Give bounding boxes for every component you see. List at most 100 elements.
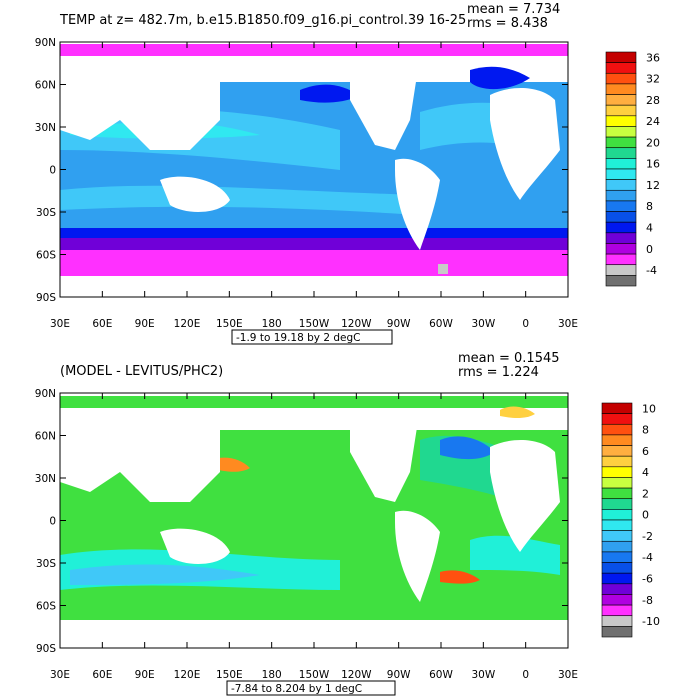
lon-label: 180	[262, 669, 282, 681]
colorbar-swatch	[601, 551, 633, 563]
lon-label: 90W	[387, 318, 411, 330]
colorbar-swatch	[605, 200, 637, 212]
bottom-range-box	[226, 680, 396, 696]
bottom-title: (MODEL - LEVITUS/PHC2)	[60, 364, 223, 379]
lon-label: 60E	[92, 318, 112, 330]
lon-label: 30E	[50, 318, 70, 330]
colorbar-swatch	[605, 221, 637, 234]
lon-label: 180	[262, 318, 282, 330]
top-colorbar: 36 32 28 24 20 16 12 8 4 0 -4	[605, 51, 660, 287]
colorbar-label: 10	[642, 402, 656, 415]
lat-label: 90N	[35, 388, 56, 400]
colorbar-swatch	[601, 487, 633, 500]
colorbar-label: 16	[646, 158, 660, 171]
lon-label: 150E	[216, 318, 243, 330]
colorbar-swatch	[605, 158, 637, 170]
colorbar-label: 4	[642, 466, 649, 479]
colorbar-swatch	[601, 594, 633, 606]
bottom-rms: rms = 1.224	[458, 365, 539, 380]
colorbar-swatch	[601, 402, 633, 414]
colorbar-label: -4	[642, 551, 653, 564]
colorbar-swatch	[601, 583, 633, 595]
top-title: TEMP at z= 482.7m, b.e15.B1850.f09_g16.p…	[59, 13, 466, 28]
colorbar-label: 28	[646, 94, 660, 107]
colorbar-label: -10	[642, 615, 660, 628]
colorbar-swatch	[601, 445, 633, 457]
lon-label: 60W	[429, 318, 453, 330]
lon-label: 30W	[471, 669, 495, 681]
bottom-axes: 90N 60N 30N 0 30S 60S 90S 30E 60E 90E 120E 150E 180 1…	[35, 388, 578, 681]
colorbar-swatch	[601, 434, 633, 446]
colorbar-swatch	[605, 83, 637, 95]
colorbar-label: 20	[646, 136, 660, 149]
colorbar-label: 4	[646, 222, 653, 235]
lat-label: 90N	[35, 37, 56, 49]
lon-label: 150W	[299, 318, 330, 330]
lon-label: 120W	[341, 669, 372, 681]
bottom-panel: (MODEL - LEVITUS/PHC2) mean = 0.1545 rms…	[35, 351, 660, 696]
lon-label: 90E	[135, 669, 155, 681]
colorbar-swatch	[601, 540, 633, 553]
colorbar-swatch	[601, 626, 633, 638]
colorbar-swatch	[605, 243, 637, 255]
colorbar-swatch	[601, 604, 633, 617]
bottom-colorbar: 10 8 6 4 2 0 -2 -4 -6 -8 -10	[601, 402, 660, 638]
bottom-map-field	[60, 393, 568, 648]
colorbar-swatch	[605, 136, 637, 149]
colorbar-label: -4	[646, 264, 657, 277]
lon-label: 120E	[174, 318, 201, 330]
lon-label: 60W	[429, 669, 453, 681]
lon-label: 30E	[558, 669, 578, 681]
colorbar-swatch	[605, 94, 637, 106]
lat-label: 30N	[35, 473, 56, 485]
colorbar-swatch	[605, 147, 637, 159]
lon-label: 60E	[92, 669, 112, 681]
top-map-field	[60, 42, 568, 297]
lat-label: 60S	[36, 601, 56, 613]
colorbar-swatch	[605, 253, 637, 266]
colorbar-label: 24	[646, 115, 660, 128]
colorbar-swatch	[601, 413, 633, 425]
lon-label: 90E	[135, 318, 155, 330]
lat-label: 30S	[36, 207, 56, 219]
colorbar-label: 2	[642, 487, 649, 500]
colorbar-swatch	[601, 423, 633, 436]
lon-label: 30E	[558, 318, 578, 330]
colorbar-label: -2	[642, 530, 653, 543]
lat-label: 0	[49, 516, 56, 528]
colorbar-swatch	[601, 519, 633, 531]
colorbar-swatch	[601, 455, 633, 468]
colorbar-label: 0	[646, 243, 653, 256]
colorbar-label: 8	[642, 424, 649, 437]
lon-label: 30E	[50, 669, 70, 681]
colorbar-swatch	[605, 189, 637, 202]
colorbar-swatch	[601, 466, 633, 478]
lat-label: 30S	[36, 558, 56, 570]
top-axes: 90N 60N 30N 0 30S 60S 90S 30E 60E 90E 120E 150E 180 1…	[35, 37, 578, 330]
lat-label: 60N	[35, 431, 56, 443]
colorbar-swatch	[605, 275, 637, 287]
colorbar-swatch	[601, 498, 633, 510]
colorbar-swatch	[605, 51, 637, 63]
lat-label: 30N	[35, 122, 56, 134]
lat-label: 60S	[36, 250, 56, 262]
colorbar-label: 0	[642, 509, 649, 522]
colorbar-label: -6	[642, 573, 653, 586]
top-panel: TEMP at z= 482.7m, b.e15.B1850.f09_g16.p…	[35, 2, 660, 345]
colorbar-swatch	[605, 115, 637, 127]
lat-label: 90S	[36, 292, 56, 304]
colorbar-label: -8	[642, 594, 653, 607]
top-mean: mean = 7.734	[467, 2, 560, 17]
colorbar-swatch	[605, 211, 637, 223]
colorbar-swatch	[605, 62, 637, 74]
top-rms: rms = 8.438	[467, 16, 548, 31]
bottom-mean: mean = 0.1545	[458, 351, 560, 366]
colorbar-label: 36	[646, 51, 660, 64]
colorbar-swatch	[605, 104, 637, 117]
lon-label: 30W	[471, 318, 495, 330]
top-range-box	[231, 329, 393, 345]
top-range-label: -1.9 to 19.18 by 2 degC	[236, 332, 360, 344]
colorbar-swatch	[601, 509, 633, 521]
lon-label: 0	[522, 318, 529, 330]
colorbar-swatch	[601, 572, 633, 585]
